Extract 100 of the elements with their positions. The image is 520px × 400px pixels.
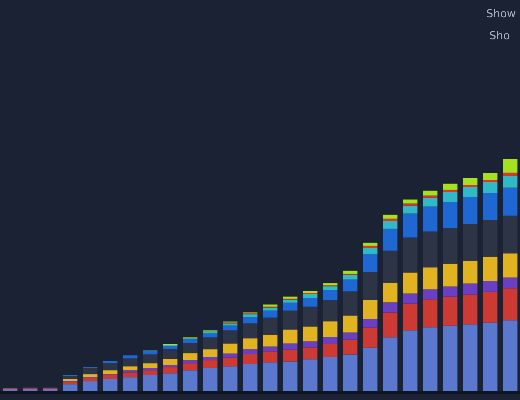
- bar: [483, 182, 498, 194]
- bar: [403, 330, 418, 392]
- bar: [203, 358, 218, 361]
- bar: [383, 282, 398, 303]
- bar: [443, 202, 458, 228]
- bar: [463, 260, 478, 284]
- bar: [403, 238, 418, 273]
- bar: [163, 359, 178, 366]
- bar: [183, 340, 198, 344]
- bar: [463, 178, 478, 186]
- bar: [503, 172, 518, 176]
- bar: [423, 206, 438, 232]
- bar: [463, 197, 478, 224]
- bar: [463, 294, 478, 325]
- bar: [423, 198, 438, 207]
- bar: [123, 366, 138, 371]
- bar: [123, 358, 138, 367]
- bar: [143, 370, 158, 376]
- bar: [323, 290, 338, 301]
- bar: [443, 264, 458, 287]
- bar: [443, 184, 458, 190]
- bar: [323, 358, 338, 392]
- bar: [263, 308, 278, 311]
- bar: [283, 300, 298, 303]
- bar: [63, 376, 78, 380]
- bar: [143, 368, 158, 371]
- bar: [243, 364, 258, 392]
- bar: [83, 378, 98, 382]
- bar: [463, 187, 478, 198]
- bar: [223, 366, 238, 392]
- bar: [403, 214, 418, 238]
- bar: [363, 254, 378, 272]
- bar: [163, 365, 178, 368]
- bar: [483, 220, 498, 257]
- bar: [183, 344, 198, 354]
- bar: [343, 292, 358, 316]
- bar: [383, 228, 398, 251]
- text: Show: [486, 8, 516, 20]
- bar: [363, 348, 378, 392]
- bar: [143, 352, 158, 355]
- bar: [443, 192, 458, 202]
- bar: [323, 344, 338, 358]
- bar: [483, 322, 498, 392]
- bar: [363, 328, 378, 348]
- bar: [223, 344, 238, 354]
- bar: [103, 361, 118, 364]
- bar: [243, 350, 258, 354]
- bar: [243, 324, 258, 339]
- bar: [283, 350, 298, 362]
- bar: [503, 254, 518, 278]
- bar: [323, 300, 338, 322]
- bar: [183, 360, 198, 364]
- bar: [363, 300, 378, 319]
- bar: [463, 284, 478, 295]
- bar: [183, 364, 198, 371]
- bar: [483, 292, 498, 323]
- bar: [503, 278, 518, 289]
- bar: [243, 314, 258, 318]
- bar: [323, 322, 338, 338]
- bar: [143, 364, 158, 368]
- bar: [423, 232, 438, 268]
- bar: [443, 190, 458, 192]
- bar: [303, 360, 318, 392]
- bar: [323, 286, 338, 291]
- bar: [403, 272, 418, 294]
- bar: [443, 286, 458, 297]
- bar: [183, 370, 198, 392]
- bar: [83, 368, 98, 375]
- bar: [503, 188, 518, 216]
- bar: [463, 224, 478, 261]
- bar: [483, 193, 498, 220]
- bar: [83, 374, 98, 378]
- bar: [163, 346, 178, 350]
- bar: [383, 214, 398, 219]
- bar: [63, 379, 78, 382]
- bar: [403, 206, 418, 214]
- bar: [303, 342, 318, 348]
- bar: [283, 344, 298, 350]
- bar: [483, 256, 498, 281]
- bar: [383, 338, 398, 392]
- bar: [103, 364, 118, 371]
- bar: [343, 280, 358, 292]
- bar: [483, 280, 498, 292]
- bar: [303, 348, 318, 360]
- bar: [183, 354, 198, 361]
- bar: [363, 248, 378, 254]
- bar: [443, 326, 458, 392]
- bar: [63, 382, 78, 385]
- bar: [423, 328, 438, 392]
- bar: [303, 326, 318, 342]
- bar: [423, 268, 438, 290]
- bar: [123, 356, 138, 359]
- bar: [203, 350, 218, 358]
- bar: [363, 272, 378, 300]
- bar: [243, 338, 258, 350]
- bar: [383, 302, 398, 313]
- bar: [383, 250, 398, 283]
- bar: [503, 288, 518, 321]
- bar: [303, 306, 318, 327]
- bar: [343, 354, 358, 392]
